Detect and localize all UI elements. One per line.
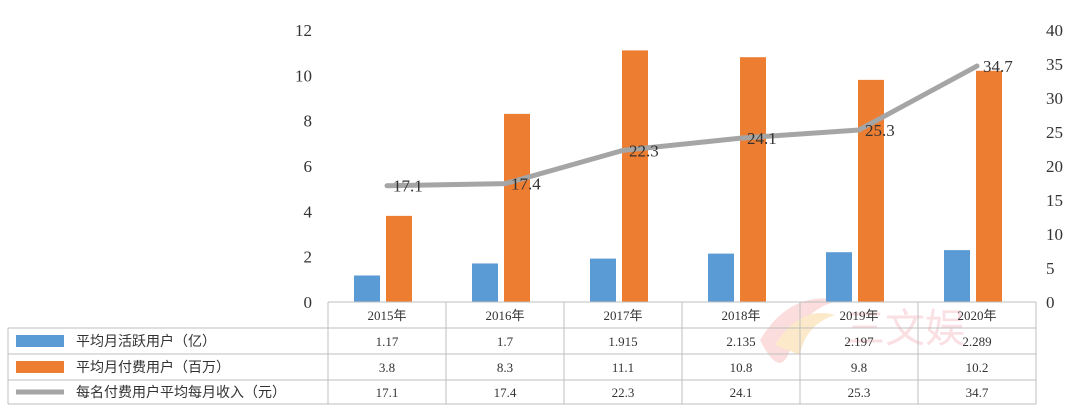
bar xyxy=(976,70,1002,302)
y2-tick-label: 0 xyxy=(1046,293,1055,312)
table-cell: 2.289 xyxy=(962,334,991,349)
category-label: 2019年 xyxy=(839,308,878,323)
table-cell: 24.1 xyxy=(730,385,753,400)
plot-area: 0 2 4 6 8 10 12 0 5 10 15 20 25 30 35 40 17.1 17.4 22.3 24.… xyxy=(295,21,1063,312)
table-cell: 17.1 xyxy=(376,385,399,400)
line-point xyxy=(620,147,626,153)
table-cell: 9.8 xyxy=(851,360,867,375)
line-data-label: 25.3 xyxy=(865,121,895,140)
y2-tick-label: 10 xyxy=(1046,225,1063,244)
y2-tick-label: 35 xyxy=(1046,55,1063,74)
table-cell: 17.4 xyxy=(494,385,517,400)
legend-label: 平均月活跃用户（亿） xyxy=(76,333,216,350)
y-tick-label: 8 xyxy=(304,112,313,131)
line-data-label: 17.1 xyxy=(393,177,423,196)
data-table: 2015年 2016年 2017年 2018年 2019年 2020年平均月活跃用户（亿）… xyxy=(7,301,1037,405)
table-cell: 2.197 xyxy=(844,334,874,349)
y2-tick-label: 40 xyxy=(1046,21,1063,40)
y-tick-label: 0 xyxy=(304,293,313,312)
bar xyxy=(708,253,734,302)
legend-key xyxy=(16,361,64,373)
y-tick-label: 6 xyxy=(304,157,313,176)
legend-label: 每名付费用户平均每月收入（元） xyxy=(76,384,286,401)
line-point xyxy=(502,181,508,187)
table-cell: 1.915 xyxy=(608,334,637,349)
series-line xyxy=(386,63,979,189)
y2-tick-label: 30 xyxy=(1046,89,1063,108)
table-cell: 8.3 xyxy=(497,360,513,375)
table-cell: 25.3 xyxy=(848,385,871,400)
line-data-label: 24.1 xyxy=(747,129,777,148)
y2-tick-label: 20 xyxy=(1046,157,1063,176)
bar xyxy=(590,258,616,302)
bar xyxy=(944,250,970,302)
y-tick-label: 4 xyxy=(304,202,313,221)
table-cell: 3.8 xyxy=(379,360,395,375)
table-cell: 2.135 xyxy=(726,334,755,349)
table-cell: 10.8 xyxy=(730,360,753,375)
y-tick-label: 12 xyxy=(295,21,312,40)
line-point xyxy=(384,183,390,189)
category-label: 2017年 xyxy=(603,308,642,323)
category-label: 2020年 xyxy=(957,308,996,323)
table-cell: 11.1 xyxy=(612,360,634,375)
line-point xyxy=(974,63,980,69)
bar xyxy=(858,79,884,302)
table-cell: 22.3 xyxy=(612,385,635,400)
bar xyxy=(386,215,412,302)
line-data-label: 34.7 xyxy=(983,57,1013,76)
table-cell: 1.7 xyxy=(497,334,514,349)
table-cell: 10.2 xyxy=(966,360,989,375)
bar xyxy=(354,275,380,302)
table-cell: 34.7 xyxy=(966,385,989,400)
watermark-logo-icon xyxy=(760,298,840,363)
line-point xyxy=(856,127,862,133)
table-cell: 1.17 xyxy=(376,334,399,349)
category-label: 2018年 xyxy=(721,308,760,323)
y2-tick-label: 5 xyxy=(1046,259,1055,278)
line-data-label: 22.3 xyxy=(629,141,659,160)
y2-tick-label: 15 xyxy=(1046,191,1063,210)
bar xyxy=(504,113,530,302)
category-label: 2015年 xyxy=(367,308,406,323)
watermark-text: 三文娱 xyxy=(845,306,965,352)
bar xyxy=(826,252,852,302)
y-tick-label: 10 xyxy=(295,66,312,85)
watermark: 三文娱 xyxy=(760,298,965,363)
legend-key xyxy=(16,335,64,347)
line-data-label: 17.4 xyxy=(511,175,541,194)
y2-tick-label: 25 xyxy=(1046,123,1063,142)
legend-label: 平均月付费用户（百万） xyxy=(76,359,230,376)
y-tick-label: 2 xyxy=(304,248,313,267)
bar xyxy=(472,263,498,302)
line-point xyxy=(738,135,744,141)
category-label: 2016年 xyxy=(485,308,524,323)
bar xyxy=(740,57,766,303)
watermark-logo-icon-inner xyxy=(775,313,835,355)
bar xyxy=(622,50,648,303)
